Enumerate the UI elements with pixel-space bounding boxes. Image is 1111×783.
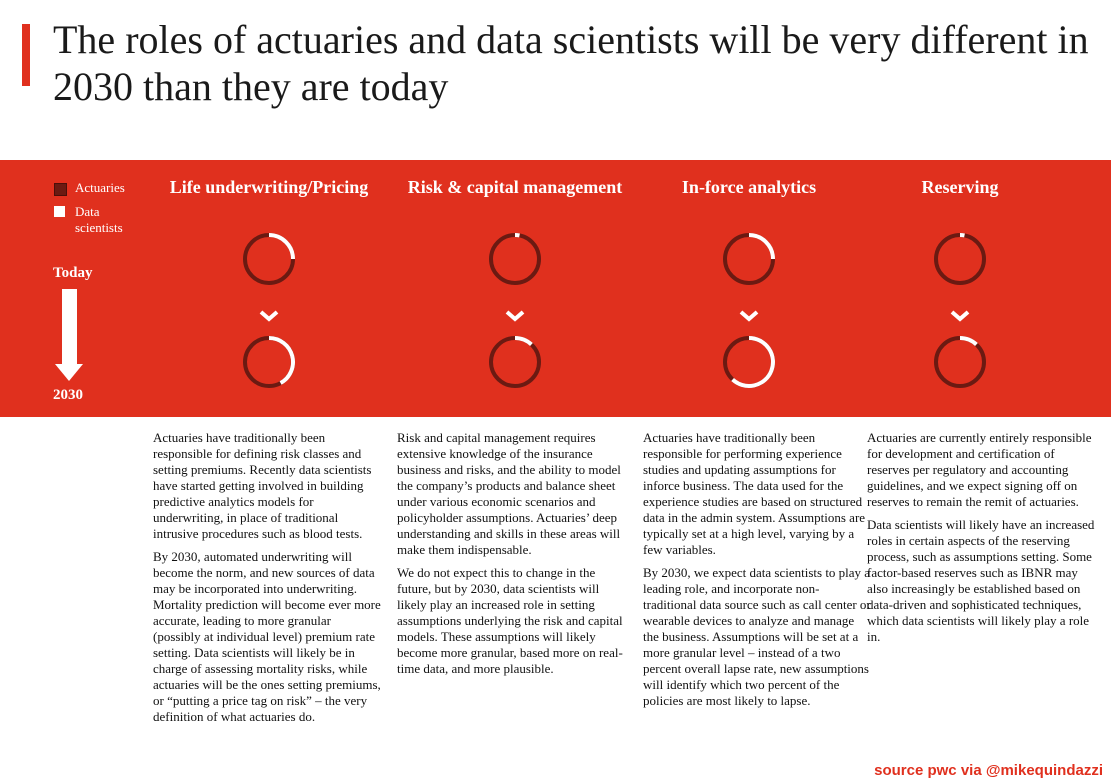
legend-actuaries-swatch <box>54 183 67 196</box>
paragraph: Actuaries have traditionally been respon… <box>153 430 372 541</box>
paragraph: Actuaries are currently entirely respons… <box>867 430 1092 509</box>
column-title-reserving: Reserving <box>921 177 999 197</box>
column-text-inforce-analytics: Actuaries have traditionally been respon… <box>643 430 871 716</box>
donut-actuaries-arc <box>489 233 541 285</box>
paragraph: Data scientists will likely have an incr… <box>867 517 1095 644</box>
donut-actuaries-arc <box>934 233 986 285</box>
donut-life-2030 <box>243 336 295 388</box>
legend-actuaries-label: Actuaries <box>75 180 125 195</box>
paragraph: Actuaries have traditionally been respon… <box>643 430 866 557</box>
timeline-2030: 2030 <box>53 387 83 403</box>
paragraph: We do not expect this to change in the f… <box>397 565 623 676</box>
legend-data-scientists-swatch <box>54 206 65 217</box>
donut-data-scientists-arc <box>268 233 295 260</box>
paragraph: Risk and capital management requires ext… <box>397 430 621 557</box>
source-credit: source pwc via @mikequindazzi <box>874 762 1103 779</box>
donut-inforce-2030 <box>723 336 775 388</box>
timeline-today: Today <box>53 265 93 281</box>
legend-data-scientists-label: Data scientists <box>75 204 123 235</box>
column-title-life-underwriting: Life underwriting/Pricing <box>169 177 369 197</box>
donut-reserving-today <box>934 233 986 285</box>
title-accent-bar <box>22 24 30 86</box>
donut-inforce-today <box>723 233 775 285</box>
donut-risk-2030 <box>489 336 541 388</box>
donut-data-scientists-arc <box>514 336 533 347</box>
paragraph: By 2030, automated underwriting will bec… <box>153 549 381 724</box>
column-title-risk-capital: Risk & capital management <box>407 177 623 197</box>
timeline-arrow-shaft <box>62 289 77 365</box>
paragraph: By 2030, we expect data scientists to pl… <box>643 565 871 708</box>
donut-data-scientists-arc <box>731 336 775 388</box>
donut-data-scientists-arc <box>959 336 978 347</box>
donut-life-today <box>243 233 295 285</box>
chevron-down-icon <box>950 310 970 322</box>
column-title-inforce-analytics: In-force analytics <box>681 177 817 197</box>
donut-reserving-2030 <box>934 336 986 388</box>
timeline-arrow-icon <box>55 364 83 381</box>
chevron-down-icon <box>505 310 525 322</box>
infographic-band <box>0 160 1111 417</box>
donut-data-scientists-arc <box>748 233 775 260</box>
donut-actuaries-arc <box>934 336 986 388</box>
column-text-risk-capital: Risk and capital management requires ext… <box>397 430 625 684</box>
chevron-down-icon <box>259 310 279 322</box>
column-text-life-underwriting: Actuaries have traditionally been respon… <box>153 430 381 732</box>
donut-risk-today <box>489 233 541 285</box>
donut-data-scientists-arc <box>268 336 295 385</box>
donut-actuaries-arc <box>489 336 541 388</box>
column-text-reserving: Actuaries are currently entirely respons… <box>867 430 1095 652</box>
chevron-down-icon <box>739 310 759 322</box>
page-title: The roles of actuaries and data scientis… <box>53 17 1089 109</box>
